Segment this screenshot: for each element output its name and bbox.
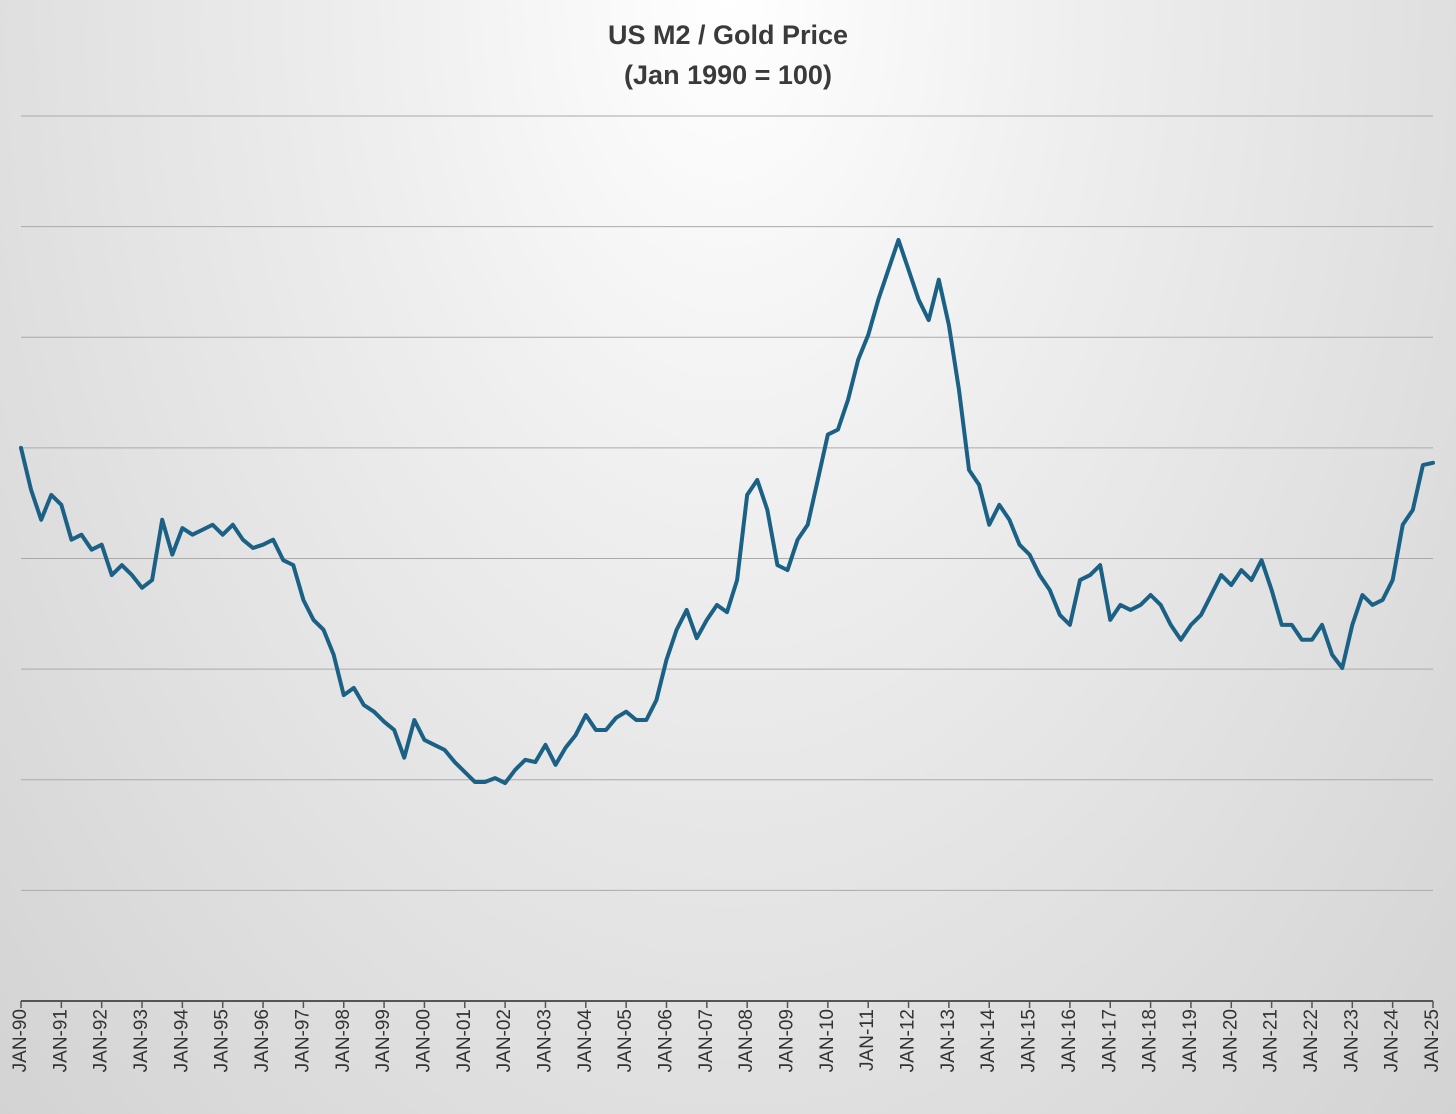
x-tick-label: JAN-17 [1099,1009,1120,1072]
x-tick-label: JAN-13 [938,1009,959,1072]
x-tick-label: JAN-01 [454,1009,475,1072]
x-tick-label: JAN-04 [575,1009,596,1073]
x-tick-label: JAN-92 [91,1009,112,1072]
x-tick-label: JAN-21 [1261,1009,1282,1072]
x-tick-label: JAN-03 [534,1009,555,1072]
x-tick-label: JAN-90 [10,1009,31,1072]
data-line [19,237,1435,786]
x-tick-label: JAN-15 [1019,1009,1040,1072]
x-tick-label: JAN-95 [212,1009,233,1072]
x-tick-label: JAN-08 [736,1009,757,1072]
x-tick-label: JAN-11 [857,1009,878,1071]
x-tick-label: JAN-02 [494,1009,515,1072]
x-tick-label: JAN-10 [817,1009,838,1072]
x-tick-label: JAN-96 [252,1009,273,1072]
x-tick-label: JAN-14 [978,1009,999,1073]
x-tick-label: JAN-18 [1140,1009,1161,1072]
x-tick-label: JAN-05 [615,1009,636,1072]
chart-title: US M2 / Gold Price [608,20,848,50]
x-tick-label: JAN-07 [696,1009,717,1072]
x-tick-label: JAN-99 [373,1009,394,1072]
x-tick-label: JAN-91 [50,1009,71,1072]
x-tick-label: JAN-09 [777,1009,798,1072]
x-tick-label: JAN-23 [1341,1009,1362,1072]
x-tick-label: JAN-06 [656,1009,677,1072]
x-tick-label: JAN-19 [1180,1009,1201,1072]
x-tick-label: JAN-25 [1422,1009,1443,1072]
x-tick-label: JAN-20 [1220,1009,1241,1072]
x-tick-label: JAN-98 [333,1009,354,1072]
chart-subtitle: (Jan 1990 = 100) [624,60,832,90]
x-tick-label: JAN-16 [1059,1009,1080,1072]
x-tick-label: JAN-22 [1301,1009,1322,1072]
x-tick-label: JAN-94 [171,1009,192,1073]
x-tick-label: JAN-12 [898,1009,919,1072]
x-tick-label: JAN-00 [413,1009,434,1072]
x-tick-label: JAN-93 [131,1009,152,1072]
x-tick-label: JAN-97 [292,1009,313,1072]
x-tick-label: JAN-24 [1382,1009,1403,1073]
